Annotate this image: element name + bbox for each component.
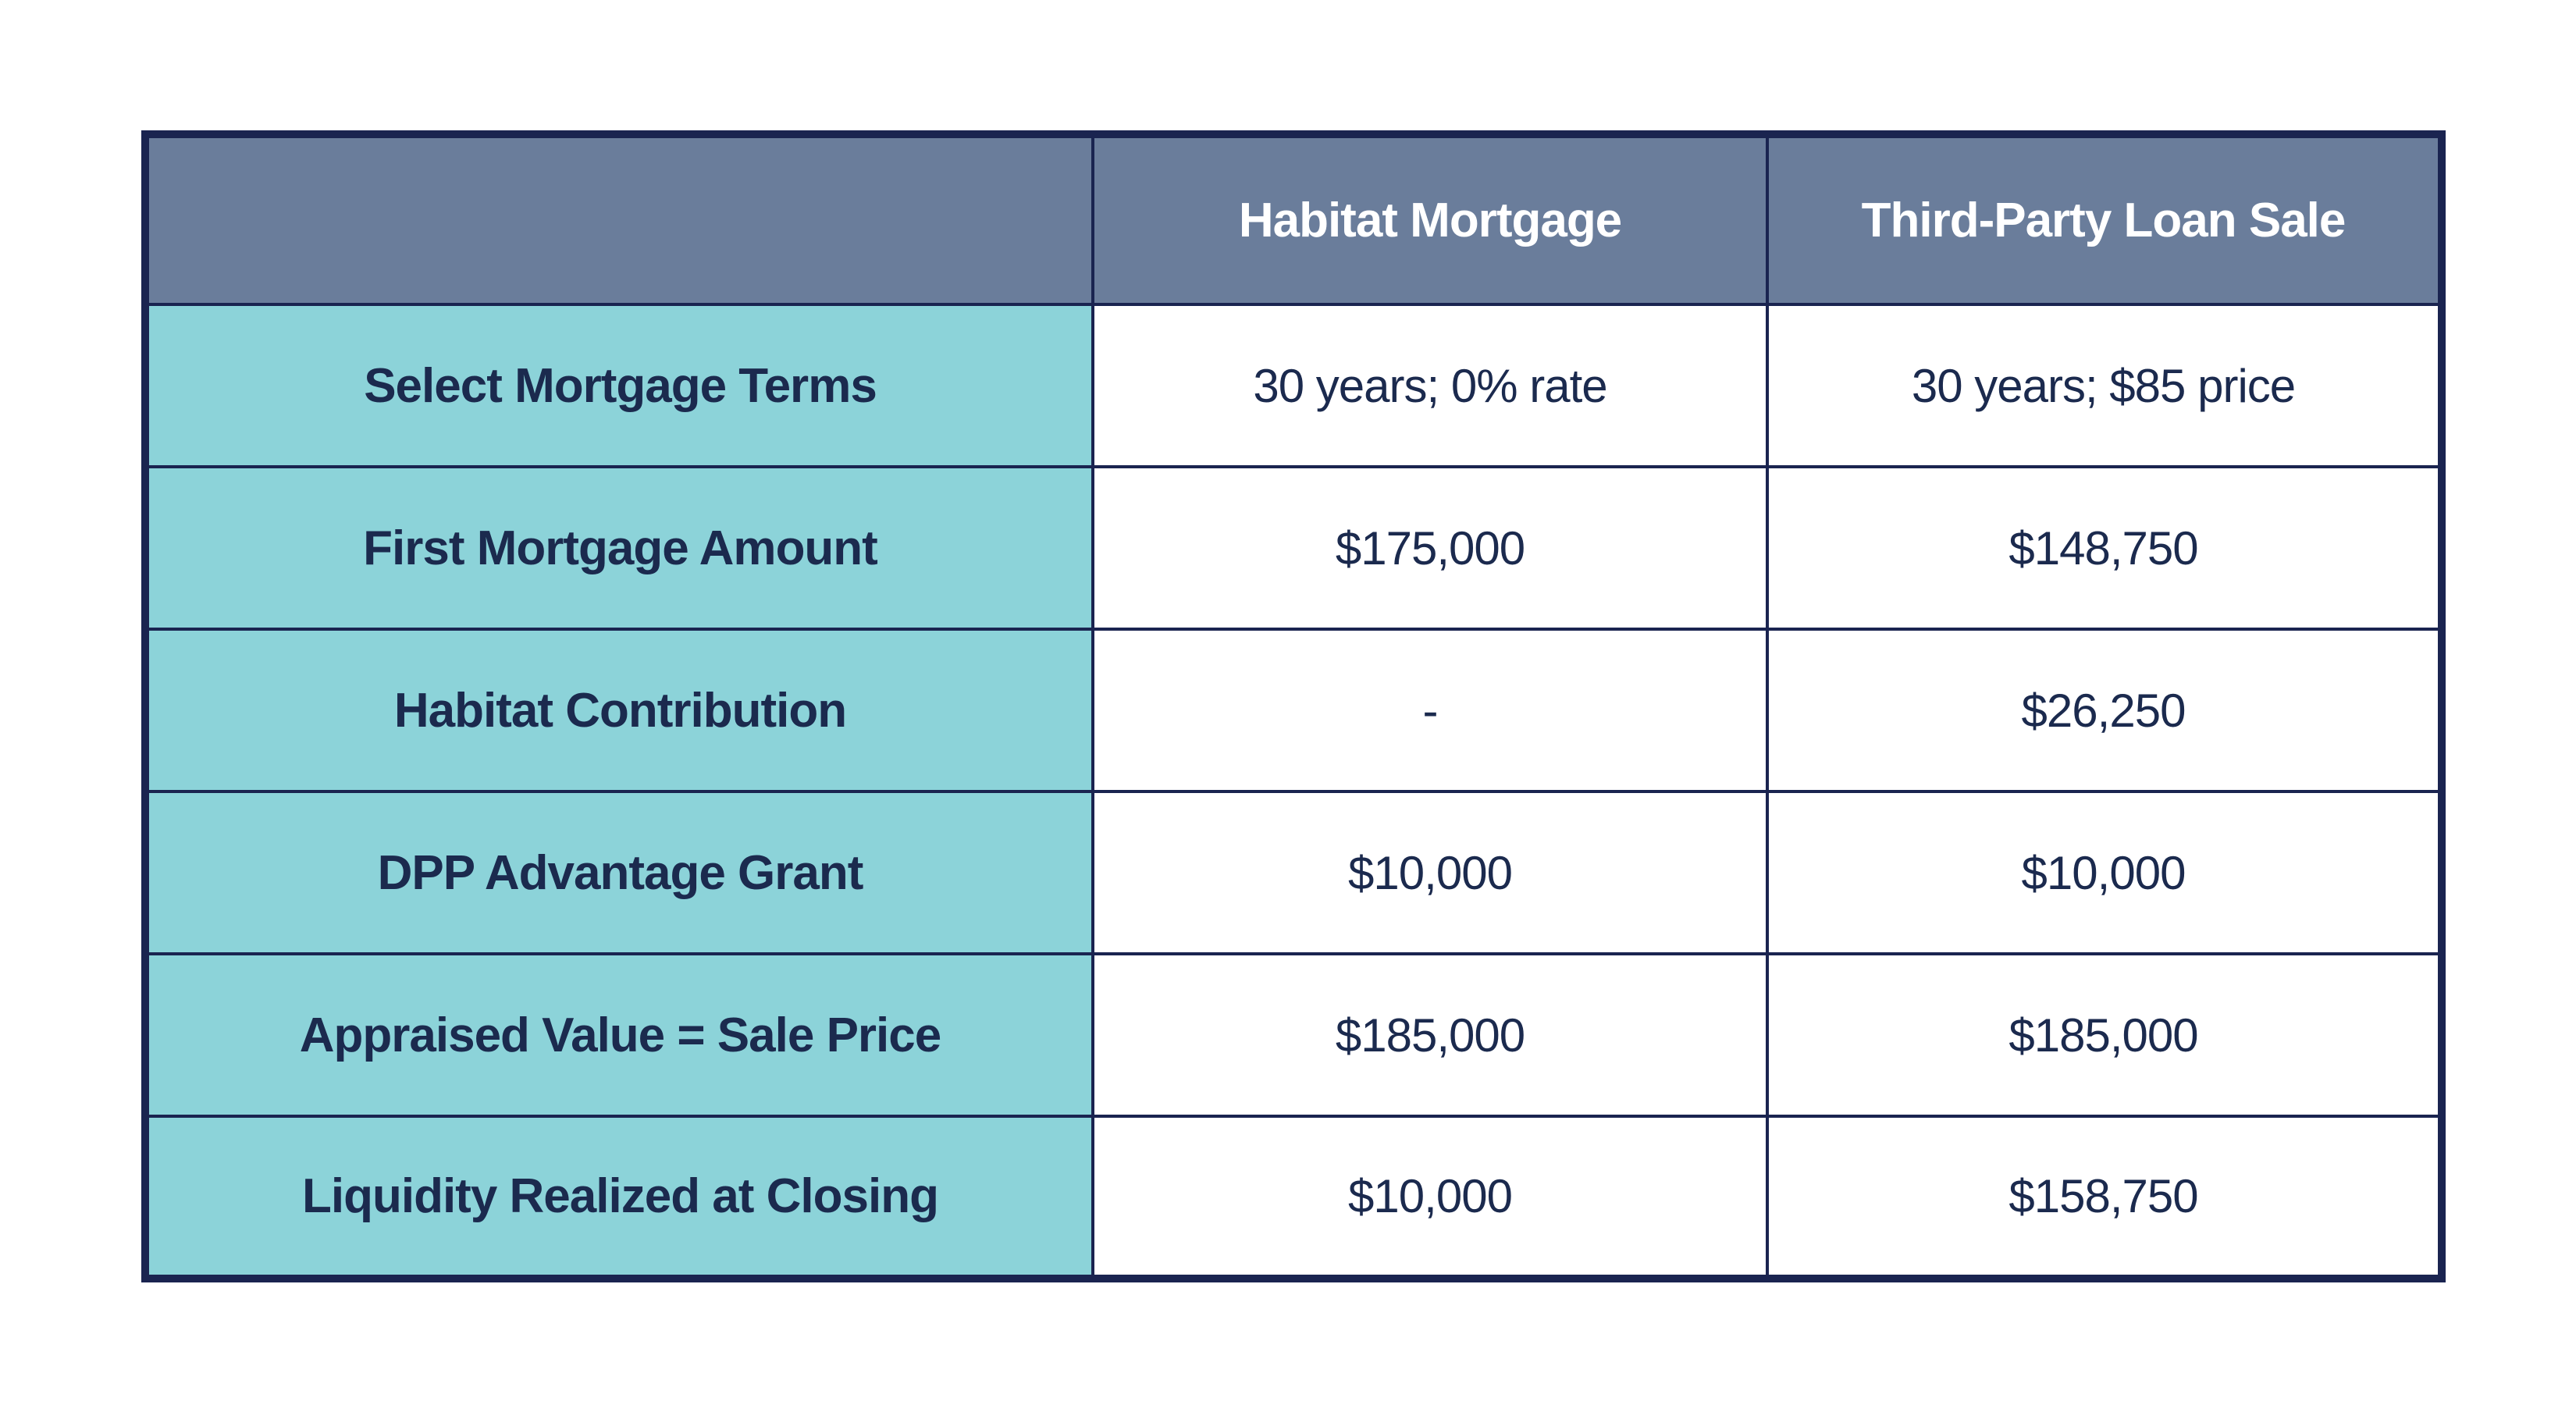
header-third-party-loan-sale: Third-Party Loan Sale — [1766, 133, 2443, 306]
value-third-party-mortgage-terms: 30 years; $85 price — [1766, 303, 2443, 468]
header-empty-cell — [144, 133, 1094, 306]
value-habitat-appraised-value: $185,000 — [1091, 952, 1769, 1118]
value-third-party-first-mortgage: $148,750 — [1766, 465, 2443, 631]
table-row: Liquidity Realized at Closing $10,000 $1… — [144, 1115, 2443, 1280]
row-label-appraised-value: Appraised Value = Sale Price — [144, 952, 1094, 1118]
value-third-party-dpp-grant: $10,000 — [1766, 790, 2443, 955]
table-row: Select Mortgage Terms 30 years; 0% rate … — [144, 303, 2443, 468]
table-row: Habitat Contribution - $26,250 — [144, 628, 2443, 793]
row-label-habitat-contribution: Habitat Contribution — [144, 628, 1094, 793]
table-row: First Mortgage Amount $175,000 $148,750 — [144, 465, 2443, 631]
value-third-party-liquidity: $158,750 — [1766, 1115, 2443, 1280]
value-habitat-mortgage-terms: 30 years; 0% rate — [1091, 303, 1769, 468]
row-label-first-mortgage-amount: First Mortgage Amount — [144, 465, 1094, 631]
value-habitat-first-mortgage: $175,000 — [1091, 465, 1769, 631]
mortgage-comparison-table: Habitat Mortgage Third-Party Loan Sale S… — [141, 130, 2446, 1282]
value-third-party-contribution: $26,250 — [1766, 628, 2443, 793]
table-row: Appraised Value = Sale Price $185,000 $1… — [144, 952, 2443, 1118]
value-third-party-appraised-value: $185,000 — [1766, 952, 2443, 1118]
header-habitat-mortgage: Habitat Mortgage — [1091, 133, 1769, 306]
row-label-dpp-advantage-grant: DPP Advantage Grant — [144, 790, 1094, 955]
header-row: Habitat Mortgage Third-Party Loan Sale — [144, 133, 2443, 306]
value-habitat-liquidity: $10,000 — [1091, 1115, 1769, 1280]
value-habitat-dpp-grant: $10,000 — [1091, 790, 1769, 955]
table-row: DPP Advantage Grant $10,000 $10,000 — [144, 790, 2443, 955]
row-label-liquidity-at-closing: Liquidity Realized at Closing — [144, 1115, 1094, 1280]
value-habitat-contribution: - — [1091, 628, 1769, 793]
row-label-select-mortgage-terms: Select Mortgage Terms — [144, 303, 1094, 468]
